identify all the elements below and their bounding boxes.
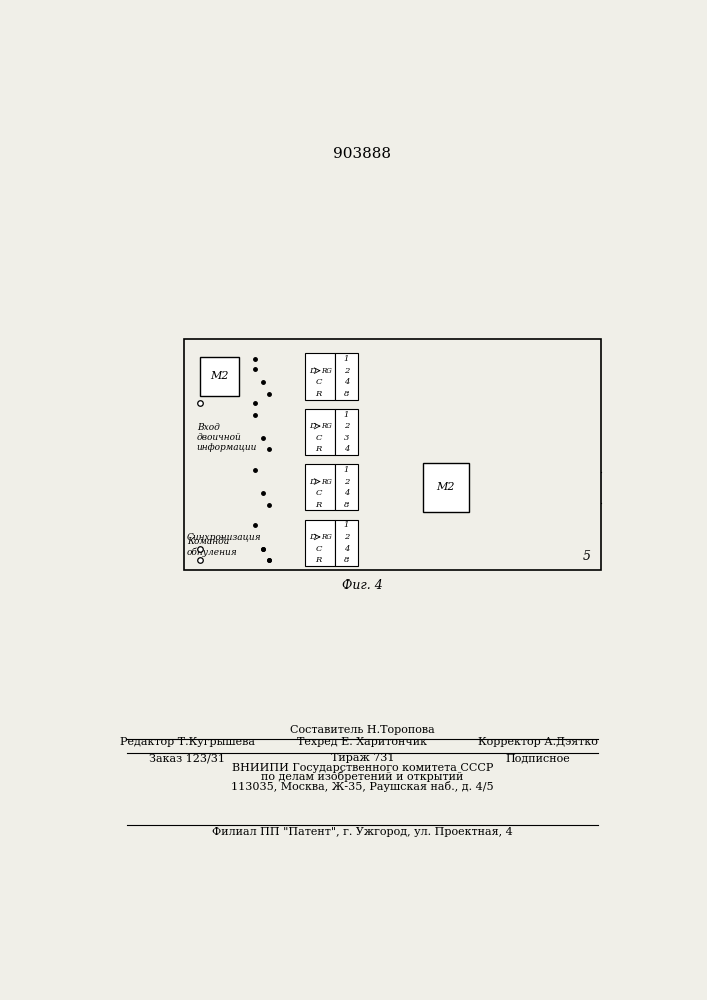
Text: D: D — [309, 367, 316, 375]
Text: Синхронизация: Синхронизация — [187, 533, 262, 542]
Text: 1: 1 — [344, 355, 349, 363]
Bar — [335, 520, 358, 566]
Text: Подписное: Подписное — [506, 753, 570, 763]
Text: Команда
обнуления: Команда обнуления — [187, 537, 238, 557]
Text: D: D — [309, 478, 316, 486]
Text: Вход
двоичной
информации: Вход двоичной информации — [197, 423, 257, 452]
Text: 4: 4 — [344, 378, 349, 386]
Text: Редактор Т.Кугрышева: Редактор Т.Кугрышева — [119, 737, 255, 747]
Text: 8: 8 — [344, 501, 349, 509]
Text: Заказ 123/31: Заказ 123/31 — [149, 753, 225, 763]
Text: 2: 2 — [344, 367, 349, 375]
Bar — [199, 357, 239, 396]
Text: R: R — [315, 445, 322, 453]
Bar — [335, 409, 358, 455]
Text: 113035, Москва, Ж-35, Раушская наб., д. 4/5: 113035, Москва, Ж-35, Раушская наб., д. … — [231, 781, 493, 792]
Text: R: R — [315, 556, 322, 564]
Text: RG: RG — [321, 533, 332, 541]
Text: 1: 1 — [344, 521, 349, 529]
Text: 5: 5 — [583, 550, 591, 563]
Text: 4: 4 — [344, 545, 349, 553]
Text: Составитель Н.Торопова: Составитель Н.Торопова — [290, 725, 435, 735]
Text: RG: RG — [321, 367, 332, 375]
Text: по делам изобретений и открытий: по делам изобретений и открытий — [261, 771, 464, 782]
Text: D: D — [309, 422, 316, 430]
Text: RG: RG — [321, 478, 332, 486]
Bar — [305, 520, 335, 566]
Text: 1: 1 — [344, 411, 349, 419]
Bar — [423, 463, 469, 512]
Bar — [335, 464, 358, 510]
Text: 4: 4 — [344, 489, 349, 497]
Text: C: C — [315, 378, 322, 386]
Text: Фиг. 4: Фиг. 4 — [342, 579, 382, 592]
Text: C: C — [315, 434, 322, 442]
Text: Тираж 731: Тираж 731 — [331, 753, 394, 763]
Text: 8: 8 — [344, 390, 349, 398]
Bar — [185, 339, 601, 570]
Text: ВНИИПИ Государственного комитета СССР: ВНИИПИ Государственного комитета СССР — [232, 763, 493, 773]
Text: C: C — [315, 489, 322, 497]
Text: 1: 1 — [344, 466, 349, 474]
Bar — [305, 464, 335, 510]
Text: D: D — [309, 533, 316, 541]
Text: 2: 2 — [344, 533, 349, 541]
Text: 903888: 903888 — [333, 147, 392, 161]
Text: 8: 8 — [344, 556, 349, 564]
Text: RG: RG — [321, 422, 332, 430]
Text: Корректор А.Дэятко: Корректор А.Дэятко — [478, 737, 597, 747]
Bar — [305, 353, 335, 400]
Text: Филиал ПП "Патент", г. Ужгород, ул. Проектная, 4: Филиал ПП "Патент", г. Ужгород, ул. Прое… — [212, 827, 513, 837]
Text: 2: 2 — [344, 422, 349, 430]
Text: M2: M2 — [437, 482, 455, 492]
Text: R: R — [315, 390, 322, 398]
Text: 3: 3 — [344, 434, 349, 442]
Text: Техред Е. Харитончик: Техред Е. Харитончик — [298, 737, 427, 747]
Bar — [335, 353, 358, 400]
Text: R: R — [315, 501, 322, 509]
Text: C: C — [315, 545, 322, 553]
Text: 4: 4 — [344, 445, 349, 453]
Bar — [305, 409, 335, 455]
Text: M2: M2 — [210, 371, 228, 381]
Text: 2: 2 — [344, 478, 349, 486]
